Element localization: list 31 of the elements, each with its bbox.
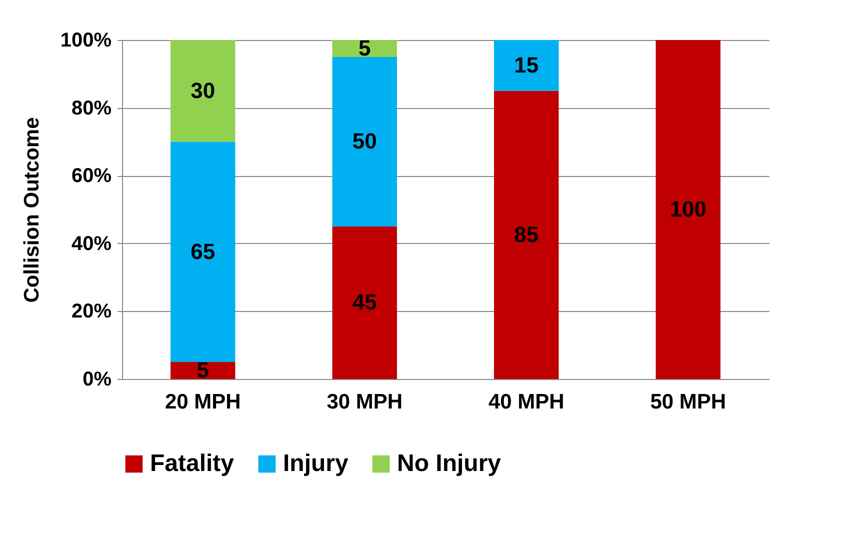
y-tick-label: 20% [71,300,112,323]
x-tick-label: 40 MPH [488,390,564,414]
bar [494,40,559,91]
bar [332,226,397,379]
data-label: 65 [190,238,216,264]
data-label: 5 [358,35,371,60]
bar [170,362,236,379]
y-tick-label: 100% [60,30,112,52]
y-tick-label: 40% [71,232,112,255]
data-label: 30 [190,78,216,103]
data-label: 100 [670,196,706,222]
y-axis-title: Collision Outcome [20,117,44,303]
legend-label: No Injury [397,450,502,477]
x-tick-label: 30 MPH [326,390,403,414]
y-tick-label: 80% [71,97,112,120]
data-label: 15 [514,52,539,78]
data-label: 85 [514,222,539,247]
data-label: 5 [196,358,209,383]
bar [170,142,236,362]
legend-label: Fatality [150,450,235,477]
legend-label: Injury [283,450,349,477]
y-tick-label: 60% [71,165,112,188]
bar [170,40,236,142]
bar [656,40,720,379]
x-tick-label: 20 MPH [164,390,241,414]
bar [332,56,397,226]
data-label: 45 [352,290,377,315]
data-label: 50 [352,128,377,154]
x-tick-label: 50 MPH [650,390,726,414]
bar [494,90,559,379]
y-tick-label: 0% [82,368,112,390]
